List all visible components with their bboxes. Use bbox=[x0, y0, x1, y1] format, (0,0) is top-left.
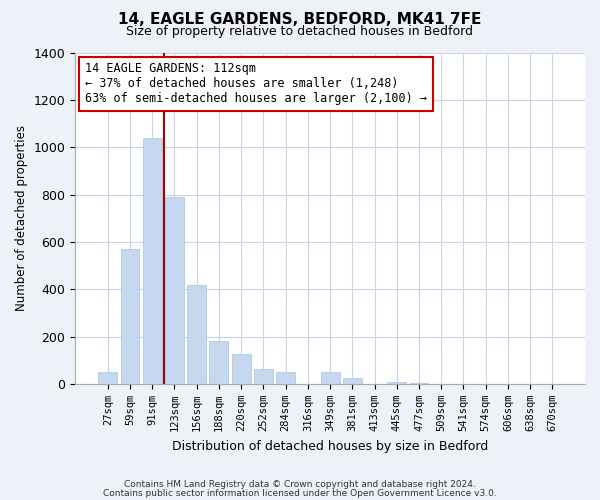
Text: 14, EAGLE GARDENS, BEDFORD, MK41 7FE: 14, EAGLE GARDENS, BEDFORD, MK41 7FE bbox=[118, 12, 482, 28]
Text: Contains HM Land Registry data © Crown copyright and database right 2024.: Contains HM Land Registry data © Crown c… bbox=[124, 480, 476, 489]
Bar bbox=[165, 197, 184, 384]
Text: Contains public sector information licensed under the Open Government Licence v3: Contains public sector information licen… bbox=[103, 488, 497, 498]
Text: 14 EAGLE GARDENS: 112sqm
← 37% of detached houses are smaller (1,248)
63% of sem: 14 EAGLE GARDENS: 112sqm ← 37% of detach… bbox=[85, 62, 427, 106]
Bar bbox=[320, 372, 340, 384]
Y-axis label: Number of detached properties: Number of detached properties bbox=[15, 125, 28, 311]
Bar bbox=[187, 284, 206, 384]
Bar bbox=[143, 138, 161, 384]
Bar bbox=[121, 249, 139, 384]
Bar bbox=[276, 372, 295, 384]
Text: Size of property relative to detached houses in Bedford: Size of property relative to detached ho… bbox=[127, 25, 473, 38]
Bar bbox=[209, 342, 229, 384]
Bar bbox=[254, 368, 273, 384]
Bar bbox=[388, 382, 406, 384]
Bar bbox=[98, 372, 117, 384]
Bar bbox=[232, 354, 251, 384]
Bar bbox=[343, 378, 362, 384]
X-axis label: Distribution of detached houses by size in Bedford: Distribution of detached houses by size … bbox=[172, 440, 488, 452]
Bar bbox=[410, 383, 428, 384]
